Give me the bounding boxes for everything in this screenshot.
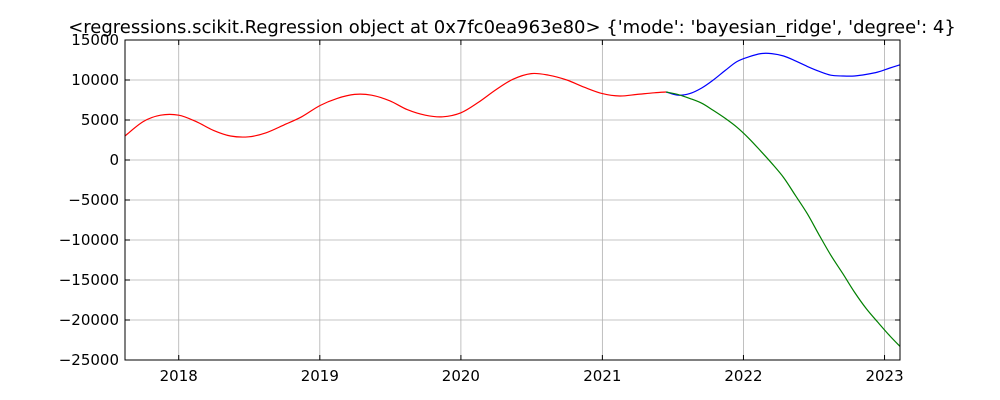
y-tick-label: 5000 bbox=[81, 111, 119, 129]
chart-title: <regressions.scikit.Regression object at… bbox=[68, 17, 956, 38]
axis-ticks bbox=[125, 39, 900, 361]
x-tick-label: 2021 bbox=[583, 367, 621, 385]
x-tick-label: 2020 bbox=[442, 367, 480, 385]
x-tick-label: 2022 bbox=[724, 367, 762, 385]
y-tick-label: −20000 bbox=[59, 311, 119, 329]
y-tick-label: −25000 bbox=[59, 351, 119, 369]
y-tick-label: 10000 bbox=[71, 71, 119, 89]
y-tick-label: 0 bbox=[109, 151, 119, 169]
x-tick-label: 2019 bbox=[301, 367, 339, 385]
y-tick-label: −5000 bbox=[68, 191, 119, 209]
x-tick-label: 2023 bbox=[865, 367, 903, 385]
series-line-green bbox=[666, 91, 901, 347]
grid-lines bbox=[125, 40, 900, 360]
series-line-red bbox=[124, 72, 667, 138]
x-tick-label: 2018 bbox=[160, 367, 198, 385]
series-layer bbox=[124, 52, 901, 347]
y-tick-label: −15000 bbox=[59, 271, 119, 289]
y-tick-label: −10000 bbox=[59, 231, 119, 249]
tick-labels: 2018 2019 2020 2021 2022 2023 15000 10000 5000 0 −… bbox=[59, 31, 904, 385]
series-line-blue bbox=[665, 52, 901, 96]
y-tick-label: 15000 bbox=[71, 31, 119, 49]
